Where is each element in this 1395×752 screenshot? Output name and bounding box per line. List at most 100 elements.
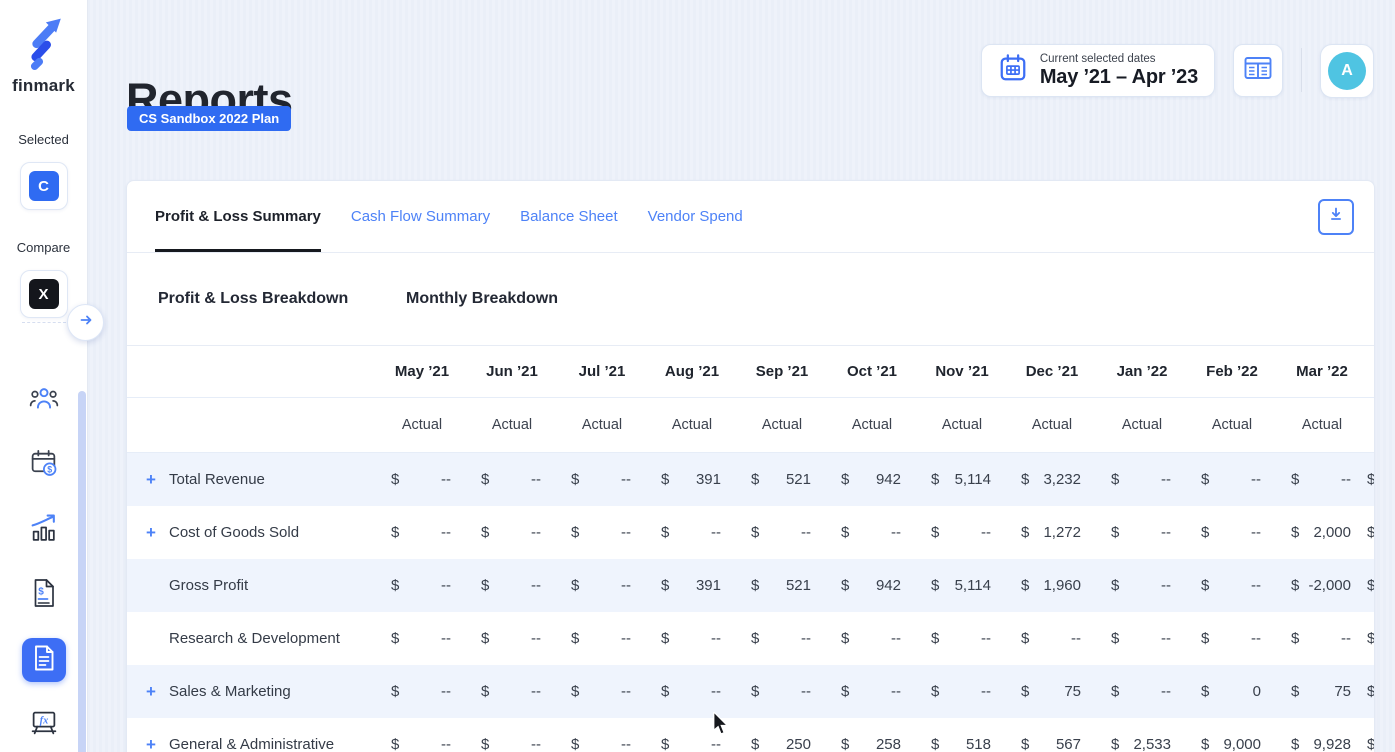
cell-value: -- <box>711 736 721 752</box>
currency-symbol: $ <box>571 736 580 752</box>
month-header-row: May ’21 Jun ’21 Jul ’21 Aug ’21 Sep ’21 Oct ’… <box>127 346 1374 398</box>
tab-balance-sheet[interactable]: Balance Sheet <box>520 208 618 225</box>
selected-plan-button[interactable]: C <box>28 171 59 201</box>
cell-value: -- <box>621 471 631 488</box>
tab-vendor-spend[interactable]: Vendor Spend <box>647 208 743 225</box>
cell-value: -- <box>711 683 721 700</box>
table-row: +Research & Development$--$--$--$--$--$-… <box>127 612 1374 665</box>
sidebar-nav: $ $ fx <box>0 378 88 752</box>
cell-value: -- <box>801 630 811 647</box>
cell-value: -- <box>441 471 451 488</box>
reports-shortcut-button[interactable] <box>1233 44 1283 97</box>
cell-value: -- <box>1161 471 1171 488</box>
table-row: + Sales & Marketing $ -- $ -- $ -- $ -- $ -- $ -- $ -- $… <box>127 665 1374 718</box>
currency-symbol: $ <box>661 524 670 541</box>
currency-symbol: $ <box>1111 471 1120 488</box>
cell-value: -- <box>441 524 451 541</box>
header-divider <box>1301 48 1302 92</box>
value-cell: $ -2,000 <box>1277 577 1367 594</box>
selected-label: Selected <box>18 132 69 147</box>
sidebar-nav-reports-document[interactable] <box>22 638 66 682</box>
date-range-selector[interactable]: Current selected dates May ’21 – Apr ’23 <box>980 44 1215 97</box>
sidebar-scrollbar[interactable] <box>78 391 86 752</box>
compare-plan-card[interactable]: X <box>19 270 68 318</box>
column-subheader: Actual <box>1031 417 1073 433</box>
cell-value: 518 <box>965 736 991 752</box>
value-cell-clipped: $ <box>1367 524 1375 541</box>
spreadsheet-icon <box>1244 56 1272 85</box>
cell-value: -- <box>1251 630 1261 647</box>
column-header: Nov ’21 <box>935 363 989 380</box>
currency-symbol: $ <box>841 524 850 541</box>
sidebar-nav-metrics-chart[interactable] <box>22 508 66 552</box>
value-cell: $942 <box>827 471 917 488</box>
sidebar-nav-team[interactable] <box>22 378 66 422</box>
column-subheader: Actual <box>401 417 443 433</box>
cell-value: -- <box>1071 630 1081 647</box>
download-report-button[interactable] <box>1318 198 1354 235</box>
row-label-cell: +Gross Profit <box>127 577 377 594</box>
currency-symbol: $ <box>841 736 850 752</box>
currency-symbol: $ <box>751 630 760 647</box>
cell-value: 9,000 <box>1223 736 1261 752</box>
avatar[interactable]: A <box>1328 52 1366 90</box>
invoice-document-icon: $ <box>30 577 58 614</box>
value-cell: $ -- <box>737 630 827 647</box>
subsection-title: Monthly Breakdown <box>406 290 559 307</box>
column-subheader: Actual <box>671 417 713 433</box>
tab-profit-loss-summary[interactable]: Profit & Loss Summary <box>155 181 321 252</box>
selected-plan-card[interactable]: C <box>19 162 68 210</box>
cell-value: 5,114 <box>954 471 991 488</box>
breakdown-header: Profit & Loss Breakdown Monthly Breakdow… <box>127 253 1374 346</box>
table-row: + General & Administrative $ -- $ -- $ -- $ -- $25… <box>127 718 1374 752</box>
cell-value: -- <box>531 683 541 700</box>
value-cell: $ -- <box>377 630 467 647</box>
cell-value: 1,272 <box>1043 524 1081 541</box>
value-cell: $ -- <box>377 524 467 541</box>
column-subheader: Actual <box>1301 417 1343 433</box>
currency-symbol: $ <box>661 577 670 594</box>
expand-plus-icon[interactable]: + <box>146 682 156 701</box>
cell-value: -- <box>891 524 901 541</box>
tab-cash-flow-summary[interactable]: Cash Flow Summary <box>350 208 491 225</box>
value-cell-clipped: $ <box>1367 471 1375 488</box>
value-cell: $ -- <box>467 524 557 541</box>
report-card: Profit & Loss Summary Cash Flow Summary Ba… <box>126 180 1375 752</box>
value-cell: $ -- <box>917 683 1007 700</box>
user-menu-button[interactable]: A <box>1320 44 1374 98</box>
currency-symbol: $ <box>391 630 400 647</box>
value-cell: $ -- <box>377 683 467 700</box>
sidebar-expand-button[interactable] <box>67 304 104 341</box>
report-tabs: Profit & Loss Summary Cash Flow Summary Ba… <box>127 181 1374 253</box>
value-cell-clipped: $ <box>1367 683 1375 700</box>
column-header: Jan ’22 <box>1116 363 1168 380</box>
value-cell: $ -- <box>557 683 647 700</box>
value-cell: $ -- <box>557 471 647 488</box>
cell-value: -- <box>1251 577 1261 594</box>
plan-badge[interactable]: CS Sandbox 2022 Plan <box>127 106 292 131</box>
expand-plus-icon[interactable]: + <box>146 523 156 542</box>
sidebar-nav-payroll-calendar[interactable]: $ <box>22 443 66 487</box>
value-cell: $ -- <box>737 683 827 700</box>
value-cell: $391 <box>647 471 737 488</box>
sidebar-nav-formulas-board[interactable]: fx <box>22 703 66 747</box>
expand-plus-icon[interactable]: + <box>146 470 156 489</box>
svg-text:$: $ <box>38 586 44 597</box>
brand-logo[interactable]: finmark <box>12 14 75 96</box>
cell-value: -- <box>621 524 631 541</box>
cell-value: 521 <box>785 577 811 594</box>
value-cell: $2,000 <box>1277 524 1367 541</box>
currency-symbol: $ <box>751 471 760 488</box>
value-cell: $0 <box>1187 683 1277 700</box>
cell-value: 391 <box>695 471 721 488</box>
currency-symbol: $ <box>481 736 490 752</box>
svg-text:fx: fx <box>40 715 49 726</box>
cell-value: -- <box>1161 577 1171 594</box>
sidebar-nav-invoice-document[interactable]: $ <box>22 573 66 617</box>
currency-symbol: $ <box>1111 630 1120 647</box>
expand-plus-icon[interactable]: + <box>146 735 156 752</box>
value-cell: $391 <box>647 577 737 594</box>
cell-value: -- <box>621 577 631 594</box>
compare-plan-button[interactable]: X <box>28 279 59 309</box>
cell-value: 3,232 <box>1043 471 1081 488</box>
